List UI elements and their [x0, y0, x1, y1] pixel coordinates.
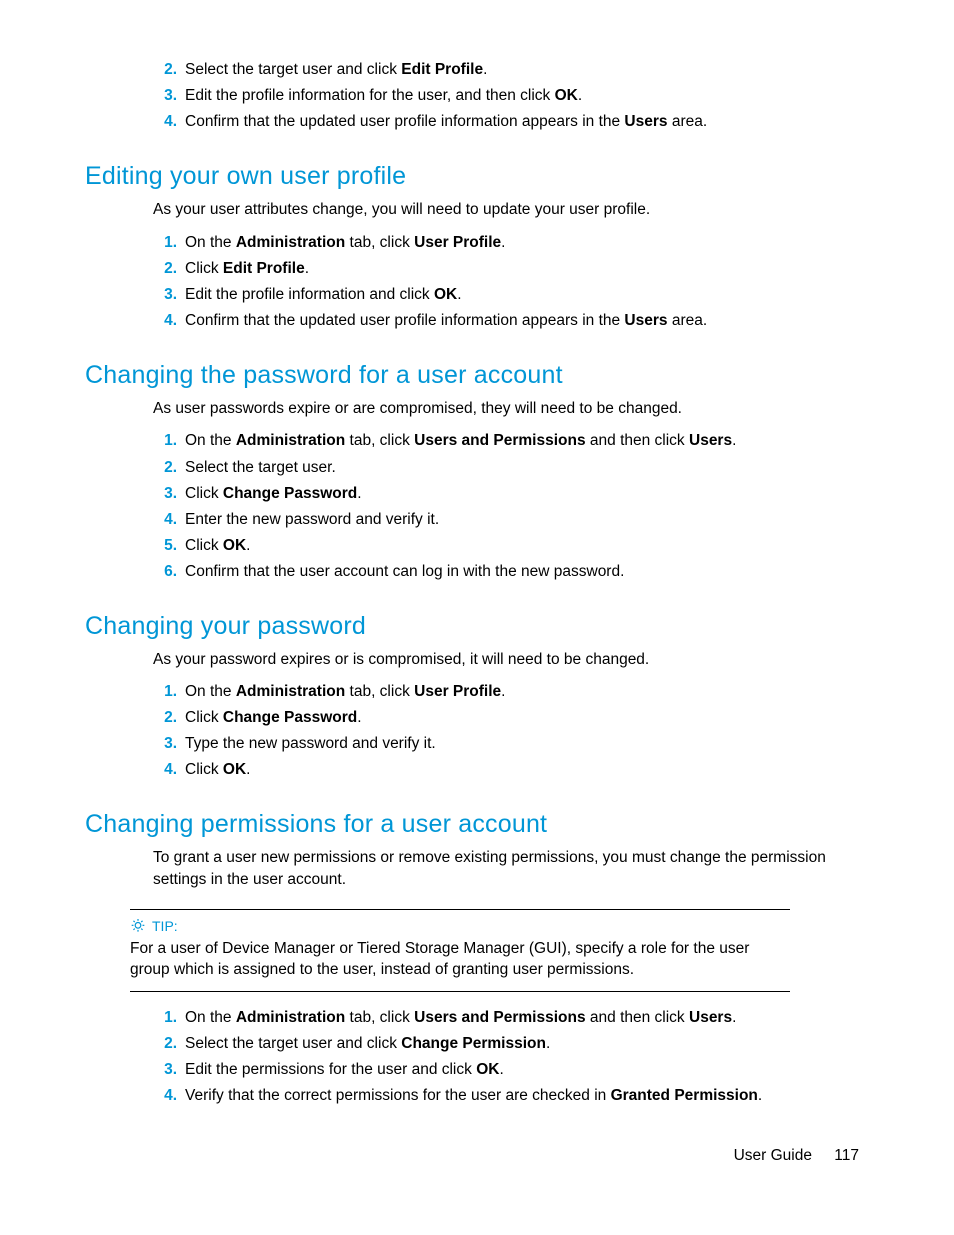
list-item: Select the target user and click Edit Pr…	[185, 58, 869, 82]
page-footer: User Guide 117	[734, 1147, 859, 1165]
list-item: Edit the permissions for the user and cl…	[185, 1058, 869, 1082]
list-item: On the Administration tab, click Users a…	[185, 429, 869, 453]
list-item: Click Edit Profile.	[185, 257, 869, 281]
steps-edit-own-profile: On the Administration tab, click User Pr…	[153, 231, 869, 333]
list-item: Confirm that the user account can log in…	[185, 560, 869, 584]
intro-text: To grant a user new permissions or remov…	[153, 847, 869, 890]
list-item: On the Administration tab, click User Pr…	[185, 231, 869, 255]
heading-change-pw-user: Changing the password for a user account	[85, 361, 869, 390]
steps-change-own-pw: On the Administration tab, click User Pr…	[153, 680, 869, 782]
list-item: Confirm that the updated user profile in…	[185, 309, 869, 333]
tip-callout: TIP: For a user of Device Manager or Tie…	[130, 909, 790, 992]
list-item: Type the new password and verify it.	[185, 732, 869, 756]
steps-change-permissions: On the Administration tab, click Users a…	[153, 1006, 869, 1108]
list-item: Verify that the correct permissions for …	[185, 1084, 869, 1108]
list-item: On the Administration tab, click User Pr…	[185, 680, 869, 704]
document-page: Select the target user and click Edit Pr…	[0, 0, 954, 1235]
list-item: Click Change Password.	[185, 706, 869, 730]
heading-change-own-pw: Changing your password	[85, 612, 869, 641]
lightbulb-icon	[130, 918, 146, 934]
list-item: Click OK.	[185, 758, 869, 782]
list-item: Select the target user.	[185, 456, 869, 480]
list-item: On the Administration tab, click Users a…	[185, 1006, 869, 1030]
list-item: Enter the new password and verify it.	[185, 508, 869, 532]
top-continuation-list: Select the target user and click Edit Pr…	[153, 58, 869, 134]
list-item: Click OK.	[185, 534, 869, 558]
tip-label: TIP:	[152, 918, 178, 934]
list-item: Edit the profile information and click O…	[185, 283, 869, 307]
intro-text: As your password expires or is compromis…	[153, 649, 869, 671]
list-item: Select the target user and click Change …	[185, 1032, 869, 1056]
list-item: Click Change Password.	[185, 482, 869, 506]
intro-text: As your user attributes change, you will…	[153, 199, 869, 221]
list-item: Confirm that the updated user profile in…	[185, 110, 869, 134]
intro-text: As user passwords expire or are compromi…	[153, 398, 869, 420]
page-number: 117	[834, 1147, 859, 1164]
tip-header: TIP:	[130, 918, 790, 934]
list-item: Edit the profile information for the use…	[185, 84, 869, 108]
steps-change-pw-user: On the Administration tab, click Users a…	[153, 429, 869, 583]
heading-change-permissions: Changing permissions for a user account	[85, 810, 869, 839]
footer-label: User Guide	[734, 1147, 812, 1164]
heading-edit-own-profile: Editing your own user profile	[85, 162, 869, 191]
tip-body: For a user of Device Manager or Tiered S…	[130, 938, 790, 981]
